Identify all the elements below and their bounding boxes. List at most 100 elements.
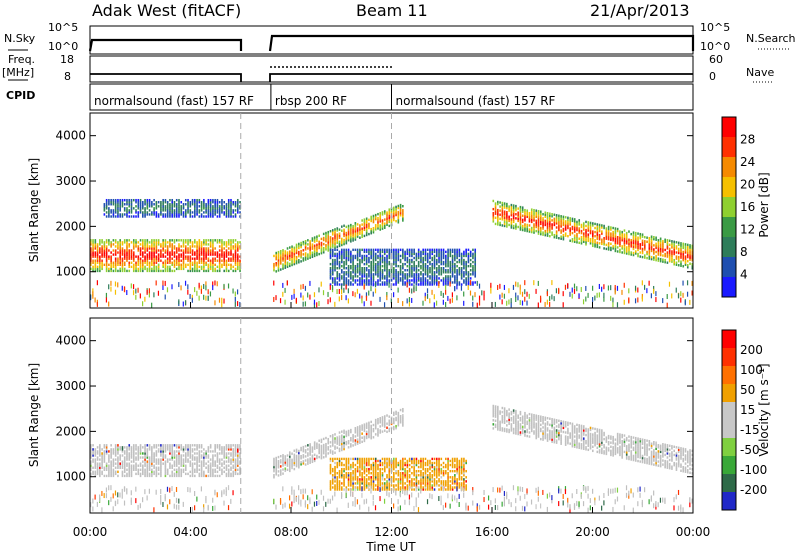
- power-cell: [173, 239, 176, 242]
- power-cell: [313, 238, 316, 241]
- power-cell: [449, 254, 452, 258]
- power-cell: [347, 279, 350, 282]
- power-cell: [162, 263, 164, 266]
- power-cell: [632, 233, 635, 236]
- power-cell: [207, 239, 210, 242]
- power-cell: [381, 250, 384, 254]
- power-cell: [456, 264, 458, 268]
- velocity-cell: [309, 457, 311, 460]
- velocity-cell: [94, 450, 97, 453]
- power-cell: [123, 255, 126, 258]
- velocity-cell: [148, 460, 151, 463]
- power-cell: [126, 239, 128, 242]
- power-cell: [395, 271, 397, 274]
- power-cell: [198, 247, 201, 250]
- power-cell: [356, 271, 359, 274]
- power-cell: [169, 213, 171, 216]
- power-cell: [200, 253, 203, 256]
- power-cell: [607, 242, 610, 245]
- power-cell: [447, 252, 449, 256]
- power-cell: [653, 250, 655, 253]
- power-cell: [148, 288, 150, 294]
- power-cell: [142, 215, 144, 218]
- velocity-cell: [126, 454, 128, 457]
- velocity-cell: [331, 450, 334, 453]
- velocity-cell: [144, 468, 146, 471]
- power-cell: [662, 248, 664, 251]
- velocity-cell: [234, 460, 237, 463]
- power-cell: [295, 243, 298, 247]
- power-cell: [472, 269, 474, 272]
- power-cell: [365, 281, 368, 284]
- power-cell: [117, 207, 119, 210]
- power-cell: [223, 241, 226, 244]
- power-cell: [128, 251, 131, 254]
- power-cell: [612, 230, 614, 234]
- power-cell: [512, 216, 515, 220]
- power-cell: [334, 254, 336, 258]
- power-cell: [347, 256, 350, 260]
- power-cell: [103, 205, 106, 208]
- velocity-cell: [300, 489, 302, 495]
- power-cell: [329, 269, 332, 272]
- power-cell: [225, 261, 228, 264]
- velocity-cell: [164, 454, 167, 457]
- power-cell: [216, 211, 219, 214]
- power-cell: [530, 216, 533, 220]
- power-cell: [130, 251, 133, 254]
- power-cell: [603, 237, 605, 240]
- velocity-cell: [162, 450, 164, 453]
- power-cell: [302, 242, 305, 246]
- power-cell: [386, 256, 388, 260]
- power-cell: [121, 213, 124, 216]
- velocity-cell: [105, 493, 108, 499]
- power-cell: [614, 289, 616, 295]
- power-cell: [135, 245, 137, 248]
- velocity-cell: [236, 462, 239, 465]
- velocity-cell: [196, 444, 198, 447]
- power-cell: [399, 271, 402, 274]
- velocity-cell: [239, 472, 241, 476]
- velocity-cell: [160, 444, 162, 447]
- velocity-cell: [155, 470, 158, 474]
- power-cell: [442, 279, 445, 282]
- velocity-cell: [180, 448, 183, 451]
- velocity-cell: [175, 497, 178, 503]
- power-cell: [587, 239, 590, 242]
- velocity-cell: [302, 462, 305, 465]
- power-cell: [146, 211, 149, 214]
- power-cell: [338, 262, 341, 266]
- power-cell: [216, 253, 219, 256]
- power-cell: [320, 249, 323, 253]
- power-cell: [619, 250, 621, 254]
- velocity-cell: [275, 471, 278, 474]
- power-cell: [440, 290, 442, 296]
- power-cell: [395, 254, 397, 258]
- velocity-cell: [123, 462, 126, 465]
- velocity-cell: [164, 474, 167, 478]
- power-cell: [637, 232, 639, 235]
- power-cell: [456, 279, 458, 282]
- power-cell: [132, 259, 135, 262]
- velocity-cell: [277, 474, 280, 477]
- power-cell: [164, 265, 167, 269]
- power-cell: [110, 241, 112, 244]
- velocity-cell: [212, 454, 214, 457]
- power-cell: [347, 281, 350, 284]
- power-cell: [562, 221, 565, 225]
- power-cell: [216, 207, 219, 210]
- power-cell: [537, 230, 540, 233]
- power-cell: [537, 214, 540, 217]
- velocity-cell: [196, 470, 198, 474]
- velocity-cell: [184, 458, 187, 461]
- power-cell: [108, 198, 110, 202]
- power-cell: [686, 249, 689, 253]
- power-cell: [562, 223, 565, 227]
- velocity-cell: [221, 452, 223, 455]
- power-cell: [304, 248, 307, 251]
- power-cell: [205, 253, 207, 256]
- power-cell: [406, 264, 409, 268]
- power-cell: [377, 275, 379, 278]
- power-cell: [438, 264, 440, 268]
- velocity-cell: [153, 452, 155, 455]
